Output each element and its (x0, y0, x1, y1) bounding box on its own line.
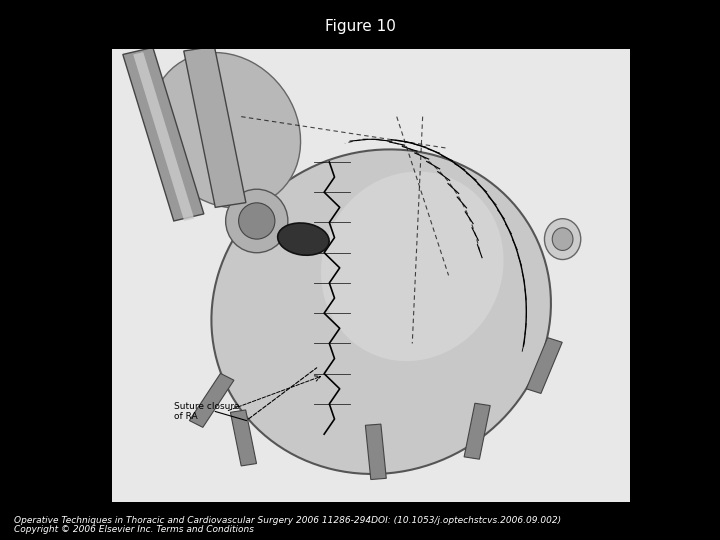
Bar (133, 52, 194, 221)
Bar (230, 410, 256, 466)
Ellipse shape (321, 172, 503, 361)
Bar (464, 403, 490, 459)
Bar (184, 46, 246, 207)
Bar (123, 48, 204, 221)
Ellipse shape (150, 52, 300, 208)
Ellipse shape (238, 203, 275, 239)
Ellipse shape (225, 189, 288, 253)
Ellipse shape (552, 228, 573, 251)
Text: Copyright © 2006 Elsevier Inc. Terms and Conditions: Copyright © 2006 Elsevier Inc. Terms and… (14, 525, 254, 534)
Text: Operative Techniques in Thoracic and Cardiovascular Surgery 2006 11286-294DOI: (: Operative Techniques in Thoracic and Car… (14, 516, 562, 525)
Ellipse shape (544, 219, 581, 260)
Bar (365, 424, 387, 480)
Ellipse shape (278, 223, 329, 255)
Text: Figure 10: Figure 10 (325, 19, 395, 34)
Ellipse shape (212, 150, 551, 474)
Bar (189, 374, 234, 427)
Text: Suture closure
of RA: Suture closure of RA (174, 402, 239, 421)
Bar (526, 338, 562, 394)
